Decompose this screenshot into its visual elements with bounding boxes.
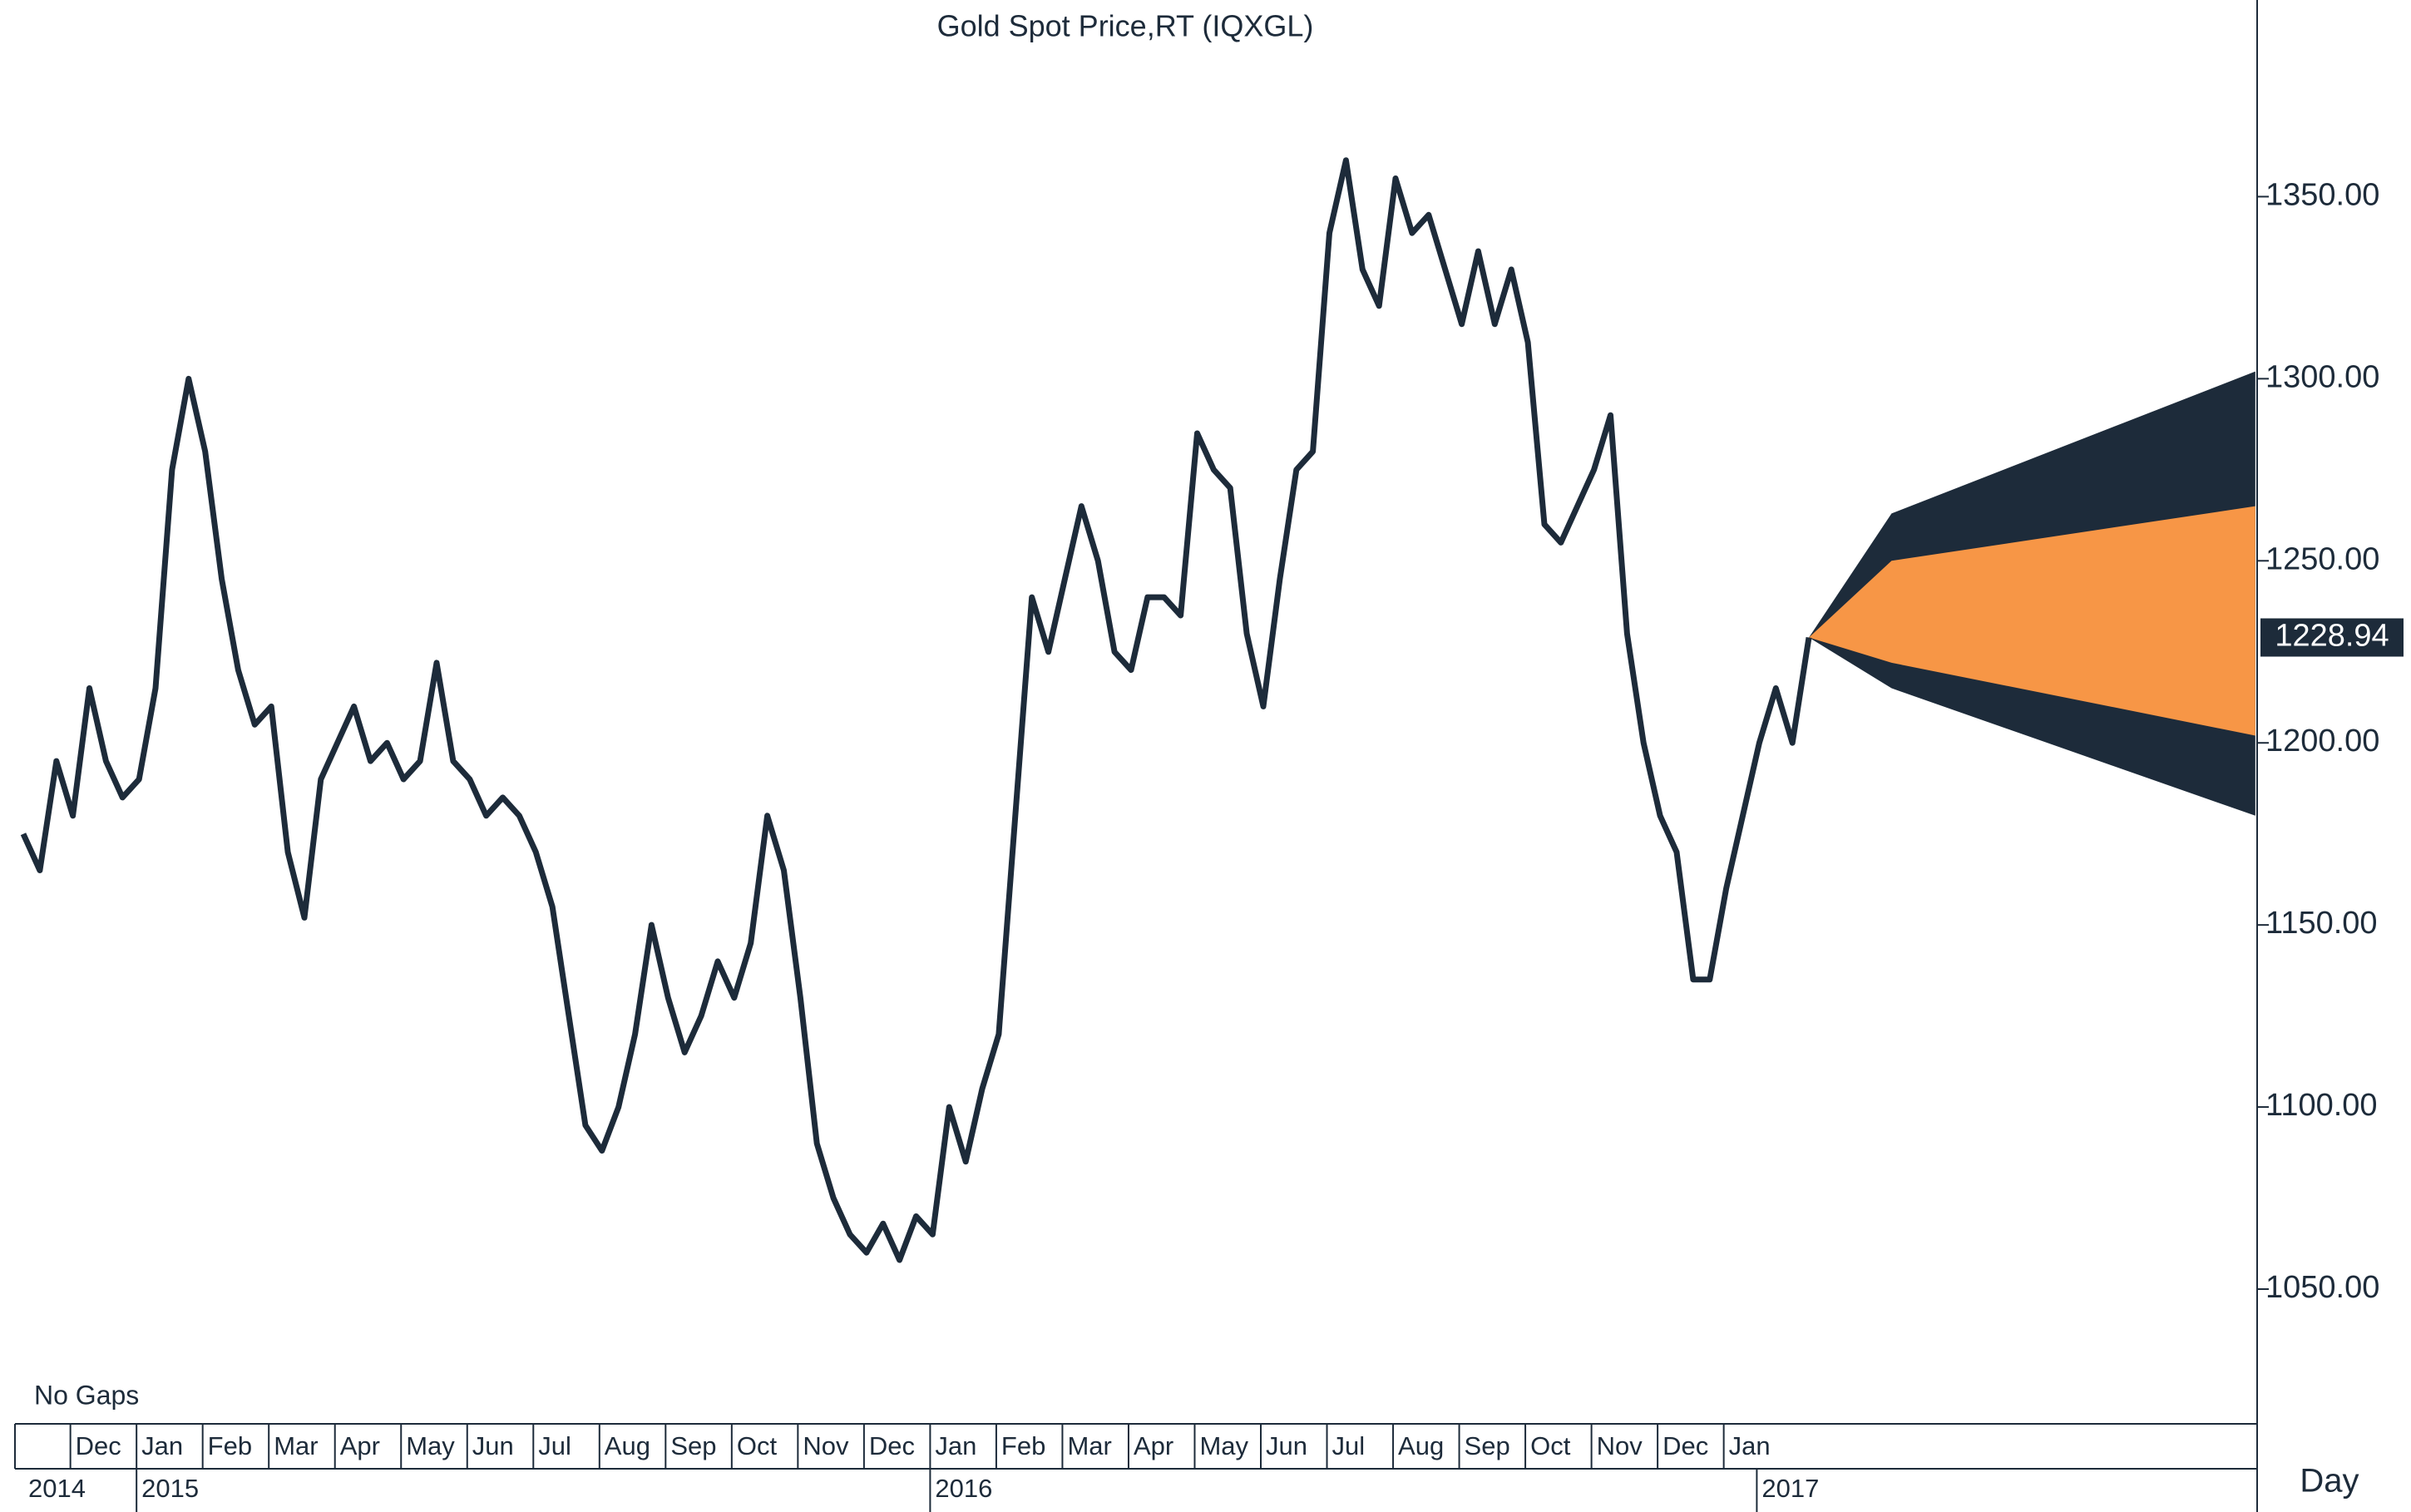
- x-tick-label: Aug: [1398, 1431, 1444, 1460]
- y-tick-label: 1050.00: [2265, 1270, 2379, 1305]
- x-tick-label: Dec: [76, 1431, 121, 1460]
- x-tick-label: Sep: [1465, 1431, 1510, 1460]
- y-tick-label: 1250.00: [2265, 541, 2379, 576]
- x-tick-label: Oct: [1530, 1431, 1571, 1460]
- price-line: [20, 157, 1812, 1263]
- last-value-label: 1228.94: [2275, 619, 2389, 654]
- x-tick-label: Jul: [1332, 1431, 1366, 1460]
- year-label: 2015: [141, 1474, 199, 1503]
- x-tick-label: Nov: [1597, 1431, 1643, 1460]
- y-tick-label: 1150.00: [2265, 906, 2378, 941]
- y-tick-label: 1100.00: [2265, 1088, 2378, 1123]
- x-tick-label: Jan: [1729, 1431, 1771, 1460]
- x-tick-label: Dec: [869, 1431, 915, 1460]
- x-tick-label: Feb: [1001, 1431, 1045, 1460]
- chart-title: Gold Spot Price,RT (IQXGL): [937, 9, 1314, 43]
- x-tick-label: Oct: [737, 1431, 778, 1460]
- x-tick-label: Sep: [670, 1431, 716, 1460]
- note: No Gaps: [34, 1380, 139, 1410]
- x-tick-label: Dec: [1663, 1431, 1708, 1460]
- x-tick-label: Jan: [141, 1431, 183, 1460]
- y-tick-label: 1200.00: [2265, 724, 2379, 758]
- x-axis-label: Day: [2300, 1463, 2359, 1500]
- year-label: 2016: [935, 1474, 992, 1503]
- last-value-box: [2260, 618, 2404, 657]
- x-tick-label: Feb: [208, 1431, 252, 1460]
- year-label: 2014: [28, 1474, 86, 1503]
- x-tick-label: Nov: [803, 1431, 849, 1460]
- x-tick-label: Mar: [1067, 1431, 1111, 1460]
- y-tick-label: 1300.00: [2265, 359, 2379, 394]
- x-tick-label: Jun: [1266, 1431, 1307, 1460]
- x-tick-label: Jun: [472, 1431, 514, 1460]
- forecast-band: [1809, 506, 2255, 736]
- x-tick-label: Apr: [340, 1431, 380, 1460]
- x-tick-label: Apr: [1134, 1431, 1173, 1460]
- x-tick-label: May: [1199, 1431, 1248, 1460]
- x-tick-label: May: [406, 1431, 455, 1460]
- x-tick-label: Jul: [538, 1431, 571, 1460]
- x-tick-label: Mar: [274, 1431, 318, 1460]
- y-tick-label: 1350.00: [2265, 177, 2379, 212]
- x-tick-label: Jan: [935, 1431, 976, 1460]
- year-label: 2017: [1761, 1474, 1819, 1503]
- x-tick-label: Aug: [605, 1431, 650, 1460]
